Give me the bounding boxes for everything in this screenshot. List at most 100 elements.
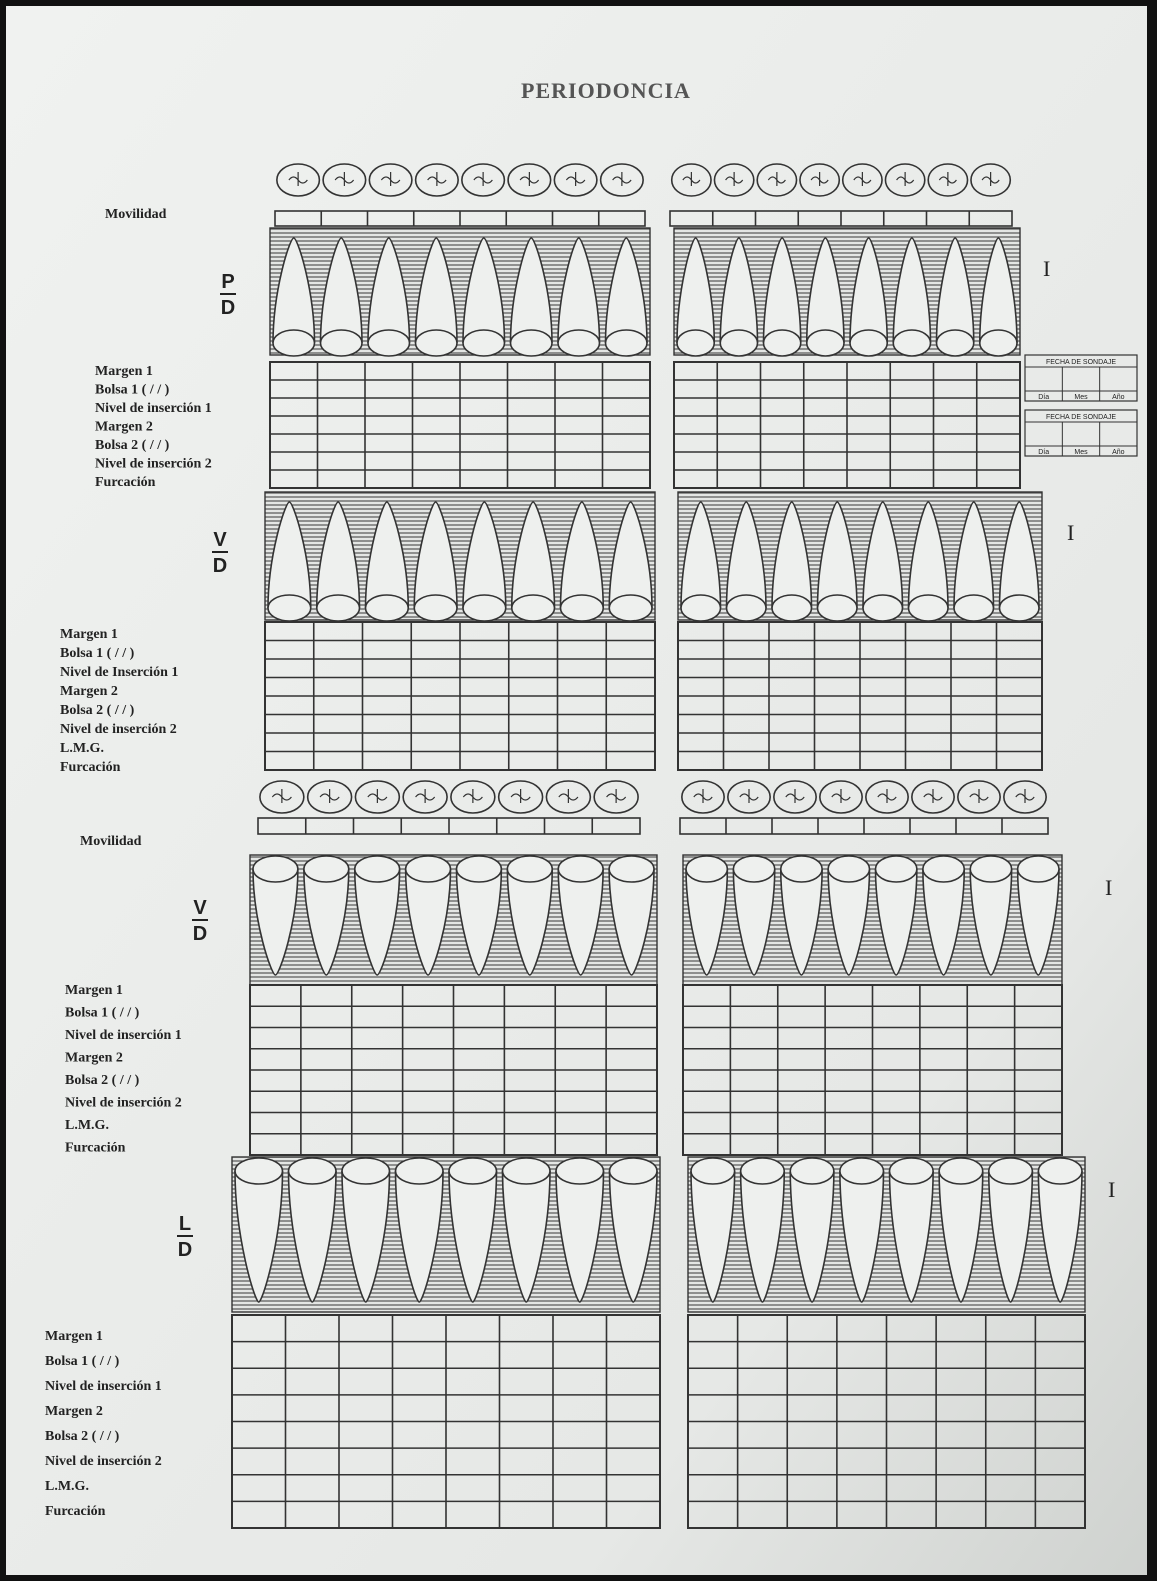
row-label: Furcación xyxy=(60,760,121,775)
mobility-label: Movilidad xyxy=(80,834,142,849)
row-label: Margen 2 xyxy=(65,1051,123,1066)
tooth-crown xyxy=(779,855,823,883)
tooth-fissure xyxy=(938,172,957,186)
row-label: Nivel de inserción 2 xyxy=(95,457,212,472)
tooth-root xyxy=(557,868,604,976)
tooth-occlusal xyxy=(593,780,639,814)
tooth-crown xyxy=(367,329,411,357)
tooth-fissure xyxy=(981,172,1000,186)
tooth-crown xyxy=(462,594,507,622)
tooth-occlusal xyxy=(461,163,506,197)
row-label: Margen 1 xyxy=(65,983,123,998)
date-field-label: Año xyxy=(1112,394,1125,401)
tooth-fissure xyxy=(519,172,540,186)
tooth-fissure xyxy=(785,789,805,803)
tooth-root xyxy=(827,868,871,976)
tooth-fissure xyxy=(415,789,436,803)
tooth-root xyxy=(907,501,949,609)
date-field-label: Día xyxy=(1038,449,1049,456)
tooth-fissure xyxy=(462,789,483,803)
side-mark: I xyxy=(1105,875,1112,900)
tooth-fissure xyxy=(606,789,627,803)
tooth-root xyxy=(987,1170,1034,1303)
tooth-crown xyxy=(404,855,452,883)
tooth-crown xyxy=(719,329,759,357)
tooth-crown xyxy=(501,1157,551,1185)
tooth-occlusal xyxy=(450,780,496,814)
tooth-crown xyxy=(252,855,299,883)
tooth-fissure xyxy=(288,172,308,186)
tooth-root xyxy=(272,237,316,344)
view-label: V xyxy=(213,529,227,551)
tooth-root xyxy=(404,868,452,976)
tooth-crown xyxy=(394,1157,444,1185)
row-label: Margen 2 xyxy=(45,1404,103,1419)
tooth-root xyxy=(676,237,716,344)
tooth-root xyxy=(892,237,932,344)
tooth-fissure xyxy=(810,172,829,186)
row-label: Bolsa 1 ( / / ) xyxy=(45,1354,120,1369)
tooth-root xyxy=(690,1170,736,1303)
tooth-root xyxy=(509,237,553,344)
tooth-root xyxy=(779,868,823,976)
date-field-label: Mes xyxy=(1074,394,1088,401)
tooth-root xyxy=(978,237,1018,344)
tooth-crown xyxy=(364,594,410,622)
tooth-root xyxy=(998,501,1040,609)
tooth-root xyxy=(287,1170,337,1303)
tooth-occlusal xyxy=(957,780,1001,814)
tooth-occlusal xyxy=(599,163,644,197)
tooth-crown xyxy=(862,594,904,622)
tooth-fissure xyxy=(367,789,388,803)
tooth-crown xyxy=(608,1157,658,1185)
row-label: Nivel de inserción 2 xyxy=(65,1096,182,1111)
tooth-root xyxy=(510,501,556,609)
side-mark: I xyxy=(1108,1177,1115,1202)
row-label: Nivel de inserción 2 xyxy=(60,722,177,737)
reference-label: D xyxy=(178,1239,192,1261)
mobility-label: Movilidad xyxy=(105,207,167,222)
tooth-crown xyxy=(1016,855,1060,883)
tooth-root xyxy=(953,501,995,609)
tooth-fissure xyxy=(853,172,872,186)
tooth-fissure xyxy=(831,789,851,803)
date-box-title: FECHA DE SONDAJE xyxy=(1046,414,1116,421)
row-label: Nivel de inserción 2 xyxy=(45,1454,162,1469)
tooth-fissure xyxy=(1015,789,1035,803)
tooth-occlusal xyxy=(507,163,552,197)
row-label: Bolsa 2 ( / / ) xyxy=(65,1073,140,1088)
tooth-root xyxy=(732,868,776,976)
tooth-root xyxy=(739,1170,786,1303)
tooth-crown xyxy=(462,329,506,357)
tooth-root xyxy=(969,868,1013,976)
page-title: PERIODONCIA xyxy=(521,78,691,103)
tooth-crown xyxy=(805,329,845,357)
tooth-root xyxy=(506,868,554,976)
tooth-fissure xyxy=(319,789,340,803)
tooth-root xyxy=(319,237,363,344)
tooth-crown xyxy=(938,1157,984,1185)
row-label: Nivel de inserción 1 xyxy=(65,1028,182,1043)
tooth-crown xyxy=(608,855,655,883)
tooth-crown xyxy=(676,329,716,357)
tooth-crown xyxy=(969,855,1013,883)
reference-label: D xyxy=(221,297,235,319)
row-label: Margen 2 xyxy=(95,420,153,435)
tooth-occlusal xyxy=(414,163,459,197)
tooth-occlusal xyxy=(497,780,544,814)
tooth-crown xyxy=(510,594,556,622)
tooth-occlusal xyxy=(865,780,909,814)
tooth-fissure xyxy=(334,172,355,186)
tooth-root xyxy=(367,237,411,344)
tooth-occlusal xyxy=(911,780,955,814)
tooth-fissure xyxy=(693,789,713,803)
tooth-occlusal xyxy=(681,780,725,814)
tooth-crown xyxy=(267,594,312,622)
row-label: Nivel de Inserción 1 xyxy=(60,665,178,680)
tooth-crown xyxy=(559,594,605,622)
tooth-crown xyxy=(557,329,601,357)
tooth-root xyxy=(816,501,858,609)
tooth-root xyxy=(874,868,918,976)
date-box-title: FECHA DE SONDAJE xyxy=(1046,359,1116,366)
